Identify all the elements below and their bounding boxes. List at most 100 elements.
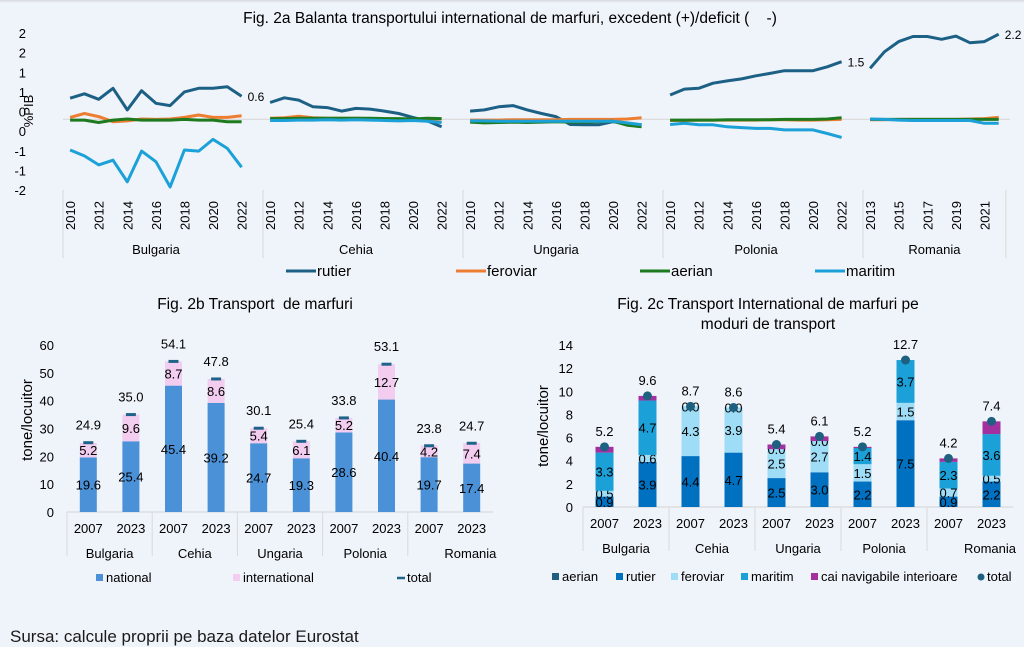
fig2c-bar-feroviar <box>767 449 786 479</box>
fig2b-total-label: 54.1 <box>161 336 186 351</box>
fig2a-year-label: 2020 <box>406 201 421 230</box>
fig2b-data-label-national: 45.4 <box>161 442 186 457</box>
fig2b-bar-national <box>292 458 310 512</box>
fig2c-country-label: Bulgaria <box>602 541 650 556</box>
fig2c-bar-rutier <box>982 481 1001 507</box>
fig2c-total-marker <box>858 442 867 452</box>
fig2c-data-label-feroviar: 2.5 <box>767 457 785 472</box>
fig2c-legend-label-aerian: aerian <box>562 569 598 584</box>
fig2c-bar-rutier <box>939 496 958 507</box>
fig2b-legend-label-total: total <box>407 570 432 585</box>
fig2b-ytick-label: 40 <box>40 394 54 409</box>
fig2b-country-label: Ungaria <box>257 546 303 561</box>
fig2a-ylabel: %PIB <box>21 95 36 128</box>
fig2c-data-label-rutier: 3.0 <box>810 483 828 498</box>
fig2a-year-label: 2022 <box>635 201 650 230</box>
window-top-edge <box>0 0 1024 3</box>
fig2c-year-label: 2007 <box>934 516 963 531</box>
fig2c-legend-label-cai-navigabile-interioare: cai navigabile interioare <box>821 569 958 584</box>
fig2a-year-label: 2014 <box>520 201 535 230</box>
fig2b-ytick-label: 60 <box>40 338 54 353</box>
fig2c-data-label-maritim: 3.6 <box>982 448 1000 463</box>
fig2b-legend-label-international: international <box>243 570 314 585</box>
fig2a-ytick-label: 1 <box>19 65 26 80</box>
fig2c-bar-maritim <box>595 452 614 491</box>
fig2a-year-label: 2022 <box>435 201 450 230</box>
fig2c-year-label: 2023 <box>719 516 748 531</box>
fig2a-country-label: Ungaria <box>533 242 579 257</box>
fig2b-bar-international <box>378 364 395 400</box>
fig2b-year-label: 2007 <box>159 521 188 536</box>
fig2a-year-label: 2013 <box>863 201 878 230</box>
fig2b-legend-label-national: national <box>106 570 152 585</box>
fig2c-ytick-label: 12 <box>559 361 573 376</box>
fig2a-line-bulgaria-aerian <box>70 117 242 124</box>
fig2c-bar-rutier <box>681 456 700 507</box>
fig2b-data-label-international: 9.6 <box>122 421 140 436</box>
fig2a-line-polonia-aerian <box>670 116 842 122</box>
fig2b-data-label-national: 17.4 <box>459 481 484 496</box>
fig2c-bar-feroviar <box>939 488 958 497</box>
fig2b-bar-national <box>165 385 182 512</box>
fig2b-ytick-label: 20 <box>40 449 54 464</box>
fig2c-total-label: 9.6 <box>638 373 656 388</box>
fig2c-country-label: Ungaria <box>775 541 821 556</box>
fig2b-year-label: 2023 <box>457 521 486 536</box>
fig2a-end-label: 0.6 <box>248 90 265 104</box>
fig2c-total-marker <box>815 431 824 441</box>
fig2b-data-label-international: 5.2 <box>79 443 97 458</box>
fig2c-total-label: 4.2 <box>939 435 957 450</box>
fig2a-year-label: 2015 <box>892 201 907 230</box>
fig2c-total-marker <box>600 442 609 452</box>
fig2c-data-label-rutier: 2.2 <box>853 487 871 502</box>
fig2b-year-label: 2007 <box>244 521 273 536</box>
fig2c-bar-rutier <box>853 481 872 507</box>
fig2b-plot: 0 10 20 30 40 50 60 19.6 5.2 24.9 2007 25.4 9.6 35.0 2… <box>40 336 498 585</box>
fig2c-ytick-label: 0 <box>566 500 573 515</box>
fig2b-ytick-label: 10 <box>40 477 54 492</box>
fig2b-total-label: 25.4 <box>289 416 314 431</box>
fig2a-year-label: 2010 <box>663 201 678 230</box>
fig2c-legend-swatch-rutier <box>616 573 623 580</box>
fig2a-year-label: 2010 <box>63 201 78 230</box>
fig2c-bar-rutier <box>724 452 743 507</box>
fig2a-line-romania-rutier <box>868 32 1000 70</box>
fig2c-data-label-feroviar: 1.5 <box>853 466 871 481</box>
fig2a-end-label: 1.5 <box>848 56 865 70</box>
fig2b-data-label-national: 25.4 <box>118 470 143 485</box>
fig2a-plot: 2 2 1 1 0 0 -1 -1 -2 0.6 2010 2012 2014 2016 2018 2020 2… <box>14 26 1021 280</box>
fig2c-bar-maritim <box>982 434 1001 476</box>
fig2b-legend-swatch-national <box>96 574 103 581</box>
fig2c-data-label-rutier: 4.7 <box>724 473 742 488</box>
fig2c-total-label: 5.4 <box>767 422 785 437</box>
fig2c-bar-rutier <box>595 496 614 507</box>
fig2a-line-bulgaria-rutier <box>69 85 243 112</box>
fig2b-total-label: 24.7 <box>459 418 484 433</box>
source-note: Sursa: calcule proprii pe baza datelor E… <box>10 627 359 646</box>
fig2c-bar-feroviar <box>595 490 614 497</box>
fig2a-line-bulgaria-maritim <box>69 137 243 189</box>
fig2a-ytick-label: 2 <box>19 26 26 41</box>
fig2c-bar-maritim <box>638 400 657 455</box>
fig2c-bar-feroviar <box>681 406 700 457</box>
fig2a-year-label: 2012 <box>92 201 107 230</box>
fig2b-data-label-international: 5.4 <box>250 429 268 444</box>
fig2a-legend-label-rutier: rutier <box>317 263 351 280</box>
fig2b-bar-national <box>207 402 225 512</box>
fig2a-year-label: 2014 <box>720 201 735 230</box>
fig2b-total-label: 24.9 <box>76 418 101 433</box>
fig2c-legend-label-total: total <box>987 569 1012 584</box>
fig2c-title-line1: Fig. 2c Transport International de marfu… <box>617 296 919 313</box>
fig2c-ytick-label: 8 <box>566 407 573 422</box>
fig2a-year-label: 2016 <box>549 201 564 230</box>
fig2c-total-marker <box>729 402 738 412</box>
fig2c-bar-maritim <box>853 447 872 465</box>
fig2a-year-label: 2010 <box>263 201 278 230</box>
fig2c-year-label: 2007 <box>762 516 791 531</box>
fig2a-legend-label-feroviar: feroviar <box>487 263 537 280</box>
fig2c-bar-rutier <box>810 472 829 507</box>
fig2b-bar-international <box>207 378 225 403</box>
fig2b-data-label-national: 40.4 <box>374 449 399 464</box>
fig2b-year-label: 2023 <box>287 521 316 536</box>
fig2c-legend-label-rutier: rutier <box>626 569 656 584</box>
